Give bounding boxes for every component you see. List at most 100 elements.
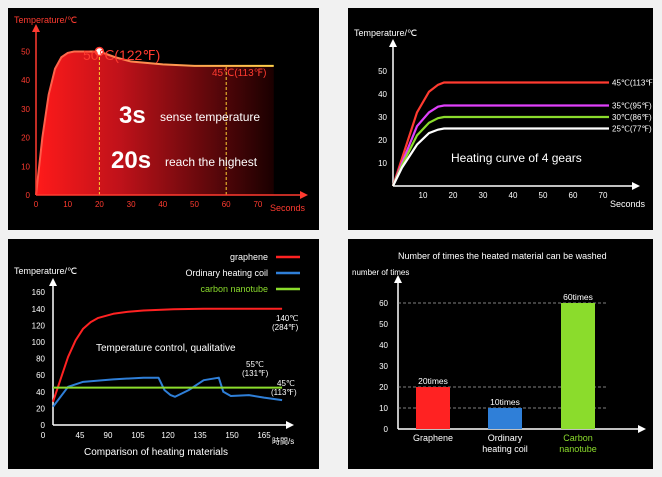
category-label: Ordinary (488, 433, 523, 443)
y-tick-label: 30 (21, 105, 30, 114)
x-tick-label: 165 (257, 431, 271, 440)
y-tick-label: 10 (379, 404, 388, 413)
x-tick-label: 10 (63, 200, 72, 209)
x-tick-label: 90 (104, 431, 113, 440)
y-tick-label: 20 (21, 134, 30, 143)
material-comparison-chart: 0 45 90 105 120 135 150 165 0 20 40 60 80 100 120 140 16… (14, 252, 300, 458)
gear-label: 35℃(95℉) (612, 102, 652, 111)
x-tick-label: 30 (127, 200, 136, 209)
chart-panel-wash-times: 0 10 20 30 40 50 60 20times Graphene 10times Ordi… (348, 239, 653, 469)
graphene-end-label: 140℃ (276, 314, 298, 323)
y-axis-label: Temperature/℃ (14, 266, 77, 276)
gear-curve (391, 104, 609, 187)
y-tick-label: 30 (378, 113, 387, 122)
x-axis-label: 時間/s (272, 437, 294, 446)
bar (561, 303, 595, 429)
big-text-20s: 20s (111, 147, 151, 174)
x-axis-label: Seconds (270, 203, 306, 213)
y-axis-label: Temperature/℃ (354, 28, 417, 38)
x-axis-arrow (286, 421, 294, 429)
x-tick-label: 45 (76, 431, 85, 440)
y-tick-label: 40 (36, 388, 45, 397)
x-axis-arrow (632, 182, 640, 190)
y-tick-label: 50 (378, 67, 387, 76)
x-tick-label: 60 (569, 191, 578, 200)
x-tick-label: 0 (41, 431, 46, 440)
gear-curve (392, 127, 609, 187)
x-tick-label: 10 (419, 191, 428, 200)
x-tick-label: 0 (34, 200, 39, 209)
x-tick-label: 50 (190, 200, 199, 209)
legend-label: graphene (230, 252, 268, 262)
bar (416, 387, 450, 429)
y-axis-label: number of times (352, 268, 409, 277)
chart-title: Number of times the heated material can … (398, 251, 607, 261)
x-tick-label: 50 (539, 191, 548, 200)
category-label: nanotube (559, 444, 597, 454)
y-tick-label: 40 (379, 341, 388, 350)
chart-panel-material-comparison: 0 45 90 105 120 135 150 165 0 20 40 60 80 100 120 140 16… (8, 239, 319, 469)
big-text-3s: 3s (119, 102, 146, 129)
gear-label: 45℃(113℉) (612, 79, 653, 88)
peak-point (94, 46, 105, 57)
series-line (52, 307, 283, 403)
heating-curve (35, 50, 274, 196)
gear-label: 30℃(86℉) (612, 113, 652, 122)
coil-peak-label-f: (131℉) (242, 369, 269, 378)
y-tick-label: 120 (32, 321, 46, 330)
y-tick-label: 40 (378, 90, 387, 99)
x-tick-label: 20 (449, 191, 458, 200)
y-tick-label: 0 (26, 191, 31, 200)
series-line (52, 376, 283, 408)
category-label: heating coil (482, 444, 528, 454)
y-tick-label: 140 (32, 305, 46, 314)
x-tick-label: 30 (479, 191, 488, 200)
y-axis-arrow (32, 24, 40, 32)
y-tick-label: 60 (379, 299, 388, 308)
y-tick-label: 10 (378, 159, 387, 168)
y-axis-arrow (389, 39, 397, 47)
inner-caption: Temperature control, qualitative (96, 343, 236, 354)
x-axis-label: Seconds (610, 199, 646, 209)
chart-panel-gear-curves: 10 20 30 40 50 60 70 10 20 30 40 50 45℃(113℉) 35℃(95… (348, 8, 653, 230)
y-tick-label: 40 (21, 76, 30, 85)
bar-value-label: 10times (490, 397, 520, 407)
x-tick-label: 60 (222, 200, 231, 209)
steady-label: 45℃(113℉) (212, 68, 266, 79)
x-tick-label: 120 (161, 431, 175, 440)
gear-curves-chart: 10 20 30 40 50 60 70 10 20 30 40 50 45℃(113℉) 35℃(95… (354, 28, 653, 209)
wash-times-chart: 0 10 20 30 40 50 60 20times Graphene 10times Ordi… (352, 251, 646, 454)
y-axis-arrow (394, 275, 402, 283)
y-tick-label: 80 (36, 355, 45, 364)
x-axis-arrow (638, 425, 646, 433)
nanotube-end-label-f: (113℉) (271, 388, 297, 397)
reach-highest-text: reach the highest (165, 155, 258, 169)
y-tick-label: 50 (21, 48, 30, 57)
nanotube-end-label: 45℃ (277, 379, 295, 388)
bar-value-label: 60times (563, 292, 593, 302)
y-axis-label: Temperature/℃ (14, 15, 77, 25)
y-tick-label: 30 (379, 362, 388, 371)
y-tick-label: 60 (36, 371, 45, 380)
y-tick-label: 50 (379, 320, 388, 329)
chart-caption: Comparison of heating materials (84, 447, 228, 458)
bar (488, 408, 522, 429)
graphene-end-label-f: (284℉) (272, 323, 299, 332)
y-axis-arrow (49, 278, 57, 286)
x-tick-label: 40 (158, 200, 167, 209)
y-tick-label: 100 (32, 338, 46, 347)
x-tick-label: 105 (131, 431, 145, 440)
chart-caption: Heating curve of 4 gears (451, 151, 582, 165)
y-tick-label: 10 (21, 162, 30, 171)
gear-label: 25℃(77℉) (612, 125, 652, 134)
chart-panel-heating-speed: 0 10 20 30 40 50 60 70 0 10 20 30 40 50 Temperature/℃… (8, 8, 319, 230)
category-label: Carbon (563, 433, 593, 443)
legend-label: carbon nanotube (200, 284, 268, 294)
x-tick-label: 40 (509, 191, 518, 200)
y-tick-label: 20 (379, 383, 388, 392)
coil-peak-label: 55℃ (246, 360, 264, 369)
category-label: Graphene (413, 433, 453, 443)
y-tick-label: 20 (378, 136, 387, 145)
peak-label: 50℃(122℉) (83, 47, 160, 63)
y-tick-label: 160 (32, 288, 46, 297)
